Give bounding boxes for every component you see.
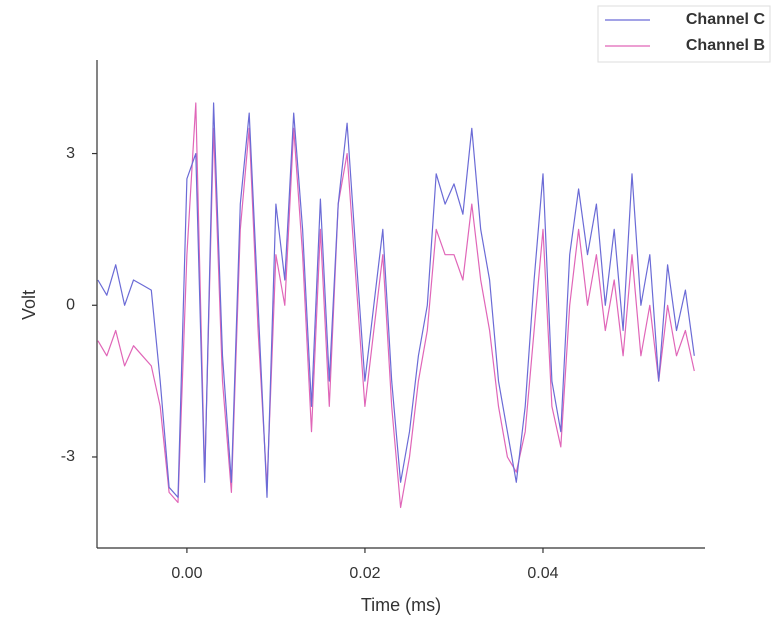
x-tick-label: 0.04 <box>527 565 558 582</box>
series-line <box>97 102 695 498</box>
y-tick-label: -3 <box>61 448 75 465</box>
legend-label: Channel C <box>686 11 766 28</box>
x-tick-label: 0.02 <box>349 565 380 582</box>
legend-label: Channel B <box>686 37 765 54</box>
x-axis-label: Time (ms) <box>361 595 441 615</box>
y-tick-label: 0 <box>66 296 75 313</box>
legend-box <box>597 5 771 63</box>
series-line <box>97 102 695 509</box>
x-tick-label: 0.00 <box>171 565 202 582</box>
y-tick-label: 3 <box>66 145 75 162</box>
y-axis-label: Volt <box>19 290 39 320</box>
